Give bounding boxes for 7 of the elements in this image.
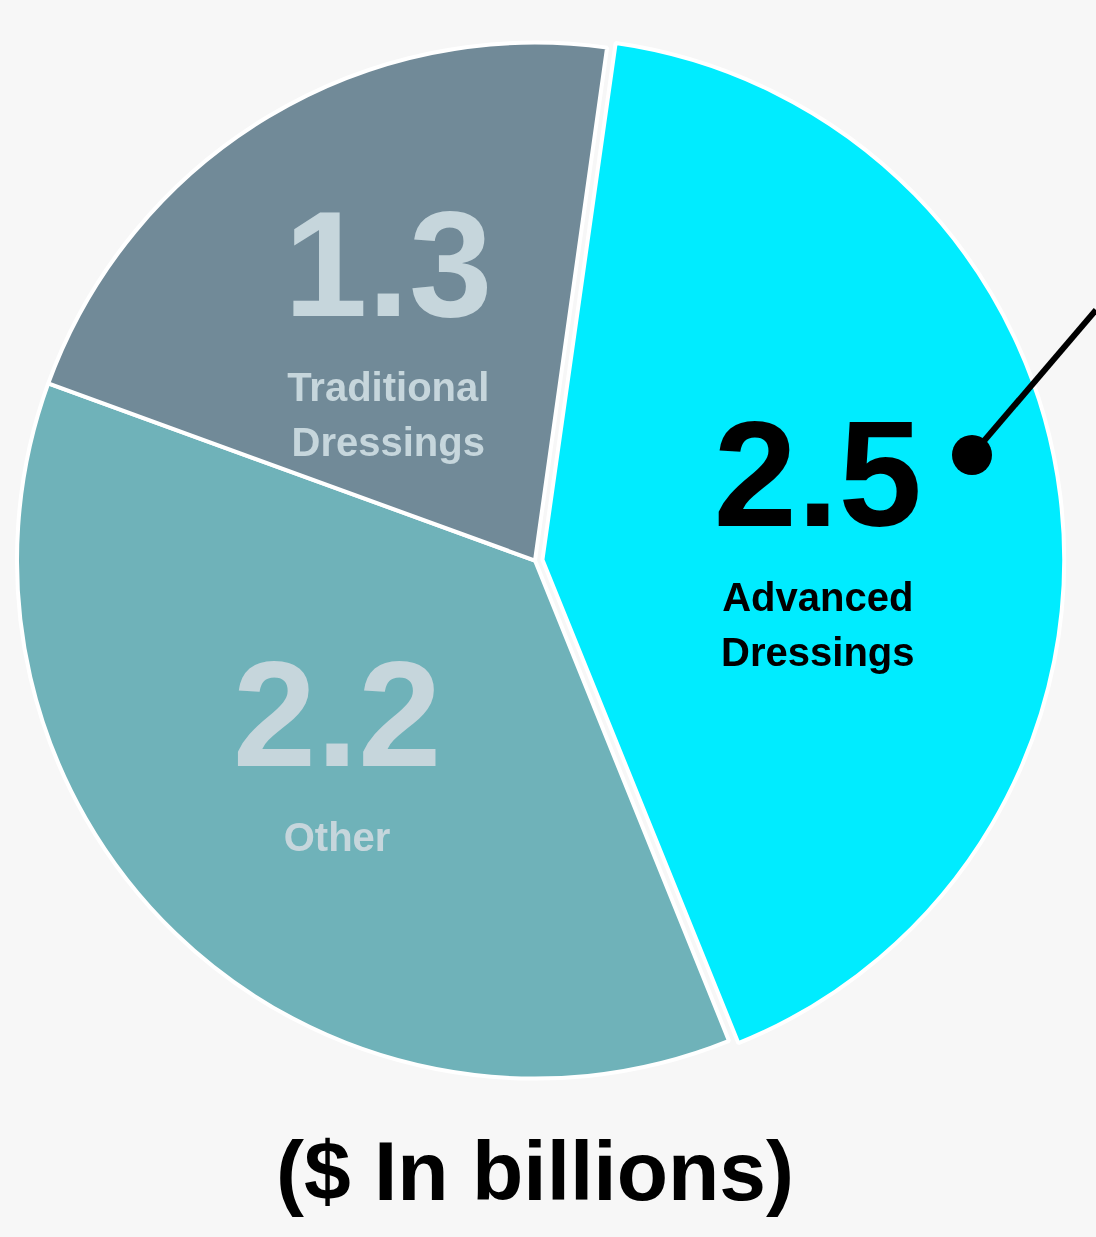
data-label: 1.3 (284, 180, 493, 349)
slice-label: Advanced Dressings (721, 574, 915, 674)
slice-label: Other (283, 814, 391, 859)
text: ($ In billions) (276, 1123, 794, 1218)
slice-label: Traditional Dressings (287, 365, 490, 465)
data-label: 2.2 (232, 629, 442, 798)
data-label: 2.5 (713, 389, 923, 558)
